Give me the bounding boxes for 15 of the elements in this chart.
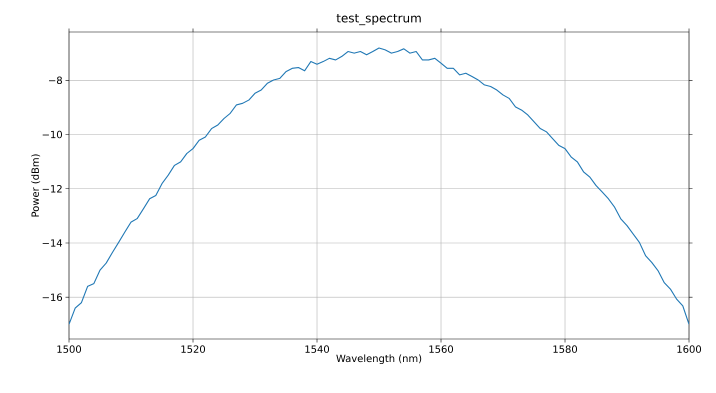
x-tick-label: 1560 — [429, 345, 454, 353]
x-axis-title: Wavelength (nm) — [336, 354, 422, 364]
y-tick-label: −10 — [42, 130, 62, 138]
y-axis-title: Power (dBm) — [31, 154, 40, 216]
x-tick-label: 1520 — [181, 345, 206, 353]
x-tick-label: 1500 — [57, 345, 82, 353]
y-tick-label: −8 — [49, 76, 62, 84]
x-tick-label: 1580 — [553, 345, 578, 353]
x-tick-label: 1600 — [677, 345, 702, 353]
line-series — [69, 47, 690, 325]
x-tick-label: 1540 — [305, 345, 330, 353]
y-tick-label: −14 — [42, 239, 62, 247]
chart-title: test_spectrum — [336, 14, 421, 26]
y-tick-label: −16 — [42, 293, 62, 302]
y-tick-label: −12 — [42, 185, 62, 192]
